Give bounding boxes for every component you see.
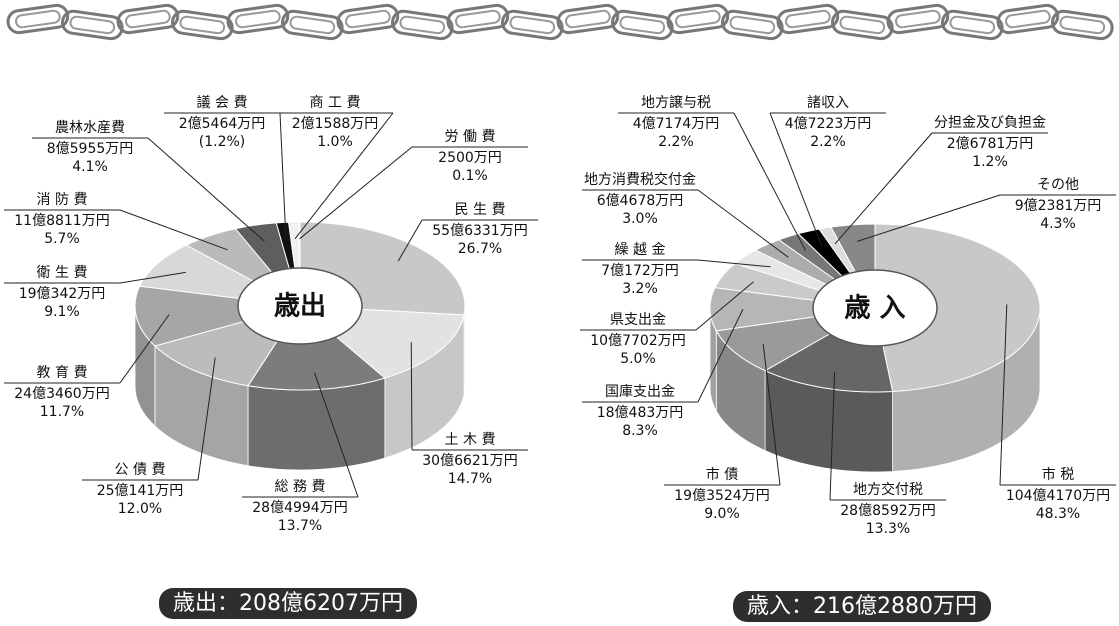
slice-amount: 2億5464万円: [179, 116, 266, 132]
slice-percent: 3.0%: [622, 211, 658, 227]
slice-name: 民 生 費: [455, 202, 506, 218]
slice-name: 分担金及び負担金: [934, 115, 1046, 131]
slice-name: 労 働 費: [445, 129, 496, 145]
paperclip-inner: [1060, 16, 1105, 34]
slice-percent: 48.3%: [1036, 506, 1080, 522]
slice-amount: 7億172万円: [601, 263, 679, 279]
paperclip-inner: [345, 10, 390, 28]
paperclip-inner: [730, 16, 775, 34]
slice-percent: 9.1%: [44, 304, 80, 320]
slice-amount: 19億342万円: [19, 286, 106, 302]
slice-amount: 6億4678万円: [597, 193, 684, 209]
slice-amount: 25億141万円: [97, 483, 184, 499]
slice-name: 地方交付税: [853, 481, 923, 498]
center-label: 歳出: [274, 292, 326, 322]
slice-percent: 8.3%: [622, 423, 658, 439]
page: 民 生 費 55億6331万円 26.7% 土 木 費 30億6621万円 14.7% 総 …: [0, 0, 1119, 626]
slice-name: 諸収入: [807, 95, 849, 111]
slice-name: 国庫支出金: [605, 383, 675, 400]
slice-name: 土 木 費: [445, 432, 496, 448]
slice-amount: 2500万円: [438, 150, 502, 166]
slice-percent: 1.0%: [317, 134, 353, 150]
paperclip-inner: [620, 16, 665, 34]
paperclip-inner: [785, 10, 830, 28]
slice-percent: 0.1%: [452, 168, 488, 184]
slice-name: 公 債 費: [115, 462, 166, 478]
paperclip-inner: [400, 16, 445, 34]
slice-name: 教 育 費: [37, 365, 88, 381]
slice-amount: 55億6331万円: [432, 223, 527, 239]
slice-percent: 9.0%: [704, 506, 740, 522]
slice-percent: 11.7%: [40, 404, 84, 420]
slice-name: 農林水産費: [55, 120, 125, 136]
slice-name: 地方譲与税: [641, 95, 711, 111]
paperclip-inner: [950, 16, 995, 34]
slice-percent: 13.7%: [278, 518, 322, 534]
slice-percent: 13.3%: [866, 521, 910, 537]
leader-line: [734, 113, 806, 251]
slice-percent: 4.3%: [1040, 216, 1076, 232]
leader-line: [698, 190, 788, 257]
slice-percent: 14.7%: [448, 471, 492, 487]
slice-name: 市 税: [1042, 466, 1074, 483]
paperclip-inner: [15, 10, 60, 28]
slice-name: 県支出金: [610, 312, 666, 328]
slice-amount: 2億6781万円: [947, 136, 1034, 152]
slice-percent: 26.7%: [458, 241, 502, 257]
slice-name: 議 会 費: [197, 94, 248, 111]
slice-percent: 2.2%: [810, 134, 846, 150]
slice-amount: 10億7702万円: [590, 333, 685, 349]
total-label: 歳出：208億6207万円: [173, 591, 403, 616]
paperclip-inner: [1005, 10, 1050, 28]
paperclip-inner: [510, 16, 555, 34]
slice-percent: 5.0%: [620, 351, 656, 367]
slice-name: 衛 生 費: [37, 265, 88, 281]
paperclip-inner: [565, 10, 610, 28]
center-label: 歳 入: [844, 294, 905, 324]
slice-name: その他: [1037, 177, 1079, 193]
slice-amount: 4億7223万円: [785, 116, 872, 132]
slice-percent: 2.2%: [658, 134, 694, 150]
slice-name: 市 債: [706, 466, 738, 483]
paperclip-inner: [180, 16, 225, 34]
slice-amount: 18億483万円: [597, 405, 684, 421]
slice-percent: 12.0%: [118, 501, 162, 517]
slice-amount: 11億8811万円: [14, 213, 109, 229]
slice-name: 地方消費税交付金: [584, 171, 696, 188]
total-label: 歳入：216億2880万円: [747, 594, 977, 619]
paperclip-inner: [840, 16, 885, 34]
slice-percent: 5.7%: [44, 231, 80, 247]
leader-line: [280, 113, 286, 239]
paperclip-inner: [235, 10, 280, 28]
slice-percent: 1.2%: [972, 154, 1008, 170]
slice-name: 商 工 費: [310, 95, 361, 111]
slice-amount: 104億4170万円: [1006, 488, 1110, 504]
slice-side: [248, 378, 385, 470]
slice-amount: 4億7174万円: [633, 116, 720, 132]
slice-amount: 28億8592万円: [840, 503, 935, 519]
slice-amount: 9億2381万円: [1015, 198, 1102, 214]
slice-name: 繰 越 金: [615, 242, 666, 258]
slice-name: 消 防 費: [37, 192, 88, 208]
slice-percent: 3.2%: [622, 281, 658, 297]
slice-amount: 19億3524万円: [674, 488, 769, 504]
paperclip-inner: [290, 16, 335, 34]
slice-name: 総 務 費: [275, 479, 326, 495]
slice-amount: 28億4994万円: [252, 500, 347, 516]
slice-amount: 2億1588万円: [292, 116, 379, 132]
paperclip-inner: [455, 10, 500, 28]
paperclip-inner: [675, 10, 720, 28]
slice-amount: 30億6621万円: [422, 453, 517, 469]
paperclip-inner: [70, 16, 115, 34]
paperclip-inner: [125, 10, 170, 28]
slice-percent: 4.1%: [72, 159, 108, 175]
slice-amount: 24億3460万円: [14, 386, 109, 402]
leader-line: [148, 138, 264, 241]
paperclip-inner: [895, 10, 940, 28]
slice-amount: 8億5955万円: [47, 141, 134, 157]
slice-percent: (1.2%): [199, 134, 246, 150]
leader-line: [120, 210, 228, 250]
